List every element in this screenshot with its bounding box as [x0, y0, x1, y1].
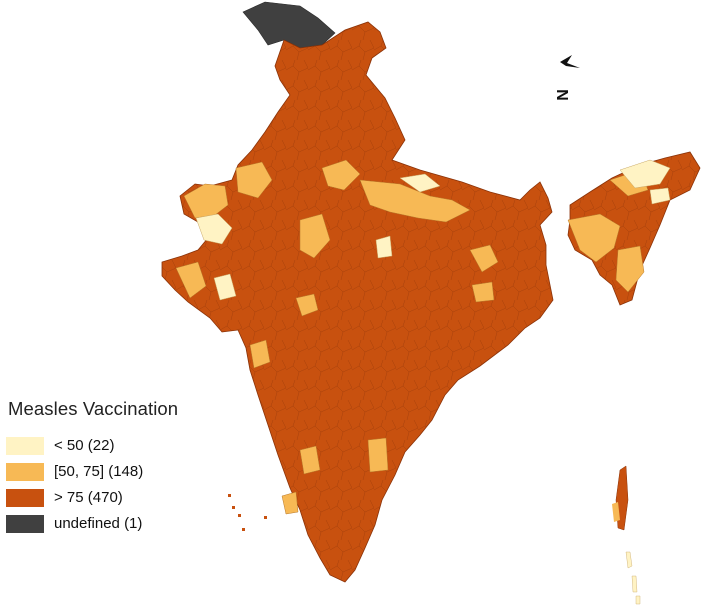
legend-item: undefined (1) — [6, 512, 246, 535]
legend-title: Measles Vaccination — [8, 398, 179, 419]
legend-item: < 50 (22) — [6, 434, 246, 457]
north-label: N — [554, 89, 572, 101]
region-undefined — [242, 1, 336, 49]
legend-label: undefined (1) — [54, 515, 143, 532]
region-medium-coverage — [175, 159, 649, 515]
legend-item: > 75 (470) — [6, 486, 246, 509]
legend-swatch — [6, 462, 44, 481]
legend-label: < 50 (22) — [54, 437, 115, 454]
north-arrow-icon — [560, 55, 580, 68]
legend-label: > 75 (470) — [54, 489, 123, 506]
legend-items: < 50 (22) [50, 75] (148) > 75 (470) undefin… — [6, 434, 246, 535]
region-low-coverage — [195, 159, 671, 301]
region-lakshadweep — [228, 494, 267, 531]
legend-swatch — [6, 488, 44, 507]
map-legend: Measles Vaccination < 50 (22) [50, 75] (1… — [6, 398, 246, 538]
legend-item: [50, 75] (148) — [6, 460, 246, 483]
legend-label: [50, 75] (148) — [54, 463, 144, 480]
legend-swatch — [6, 436, 44, 455]
legend-swatch — [6, 514, 44, 533]
region-andaman-islands — [612, 465, 641, 605]
